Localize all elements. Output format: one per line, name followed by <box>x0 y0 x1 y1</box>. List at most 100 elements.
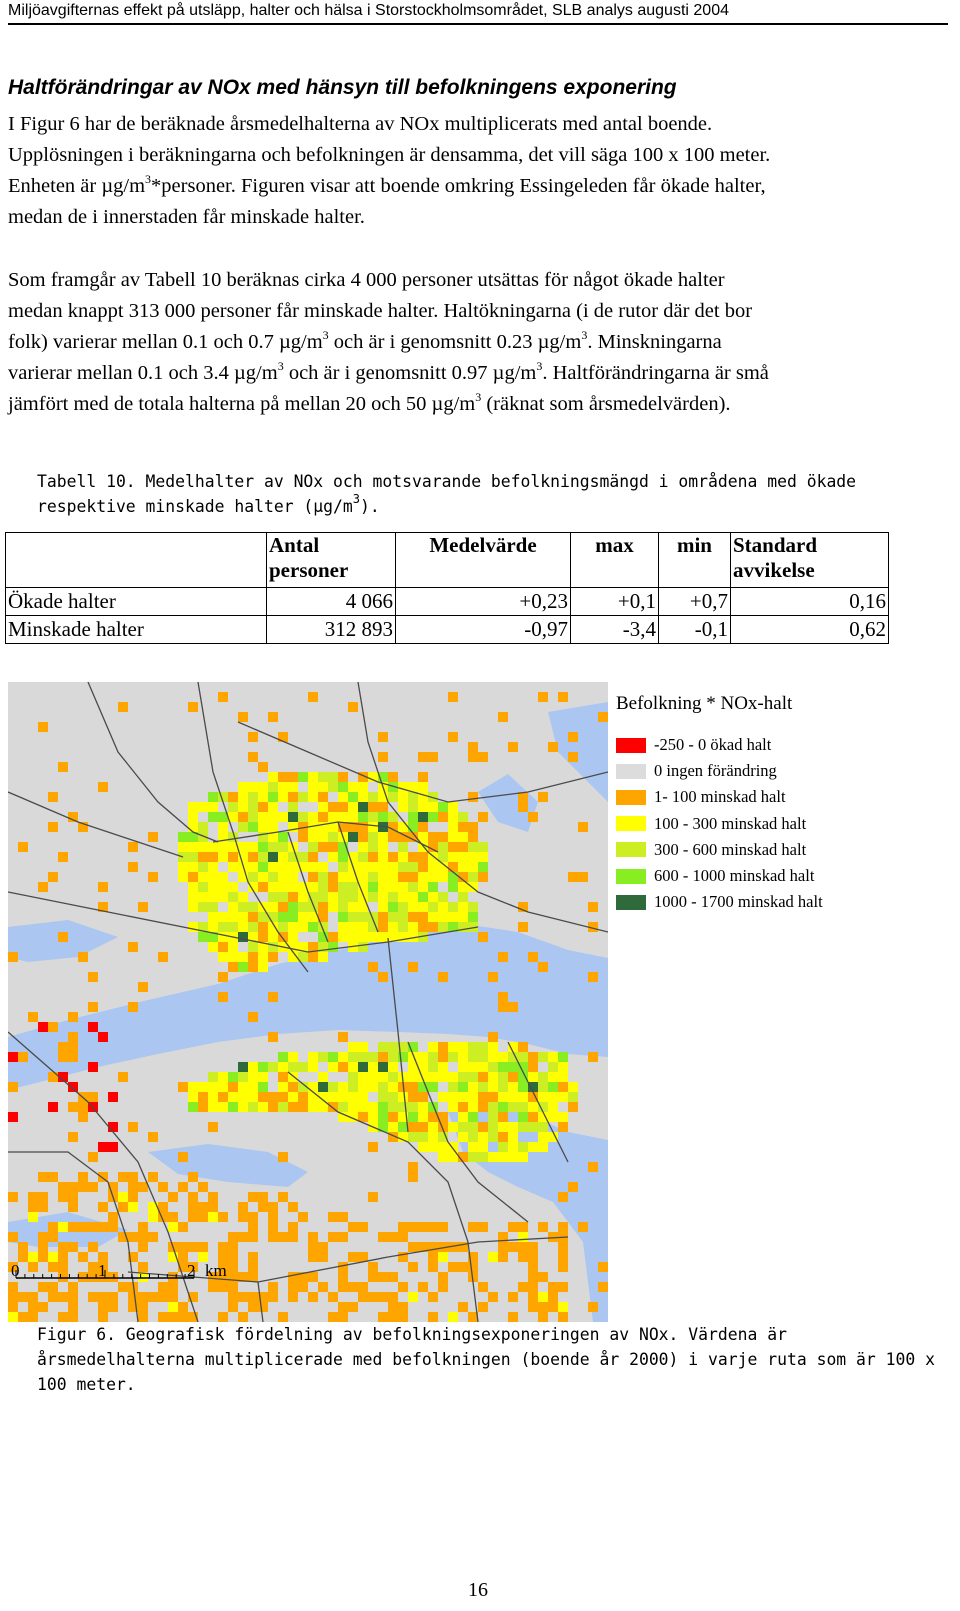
population-cell <box>308 872 318 882</box>
population-cell <box>448 852 458 862</box>
population-cell <box>238 1232 248 1242</box>
population-cell <box>528 1102 538 1112</box>
population-cell <box>448 1082 458 1092</box>
population-cell <box>318 1072 328 1082</box>
population-cell <box>278 912 288 922</box>
population-cell <box>228 1092 238 1102</box>
population-cell <box>178 1242 188 1252</box>
population-cell <box>88 1262 98 1272</box>
population-cell <box>408 852 418 862</box>
population-cell <box>388 1272 398 1282</box>
population-cell <box>278 902 288 912</box>
population-cell <box>468 852 478 862</box>
population-cell <box>278 1082 288 1092</box>
population-cell <box>468 872 478 882</box>
population-cell <box>238 1092 248 1102</box>
population-cell <box>348 852 358 862</box>
population-cell <box>48 1252 58 1262</box>
population-cell <box>458 1122 468 1132</box>
population-cell <box>198 1092 208 1102</box>
population-cell <box>278 922 288 932</box>
population-cell <box>398 1132 408 1142</box>
population-cell <box>438 1142 448 1152</box>
population-cell <box>308 1252 318 1262</box>
population-cell <box>318 932 328 942</box>
population-cell <box>58 1312 68 1322</box>
population-cell <box>68 1102 78 1112</box>
population-cell <box>48 1102 58 1112</box>
population-cell <box>218 972 228 982</box>
population-cell <box>18 1312 28 1322</box>
para1-line2: Upplösningen i beräkningarna och befolkn… <box>8 144 771 166</box>
population-cell <box>308 1102 318 1112</box>
population-cell <box>518 1142 528 1152</box>
population-cell <box>338 912 348 922</box>
population-cell <box>228 942 238 952</box>
population-cell <box>108 1142 118 1152</box>
table-cell: -3,4 <box>570 615 659 644</box>
population-cell <box>58 1252 68 1262</box>
population-cell <box>188 812 198 822</box>
population-cell <box>28 1192 38 1202</box>
para1-line3: Enheten är µg/m3*personer. Figuren visar… <box>8 172 766 197</box>
population-cell <box>388 1232 398 1242</box>
population-cell <box>418 1132 428 1142</box>
population-cell <box>418 922 428 932</box>
population-cell <box>308 822 318 832</box>
population-cell <box>438 1122 448 1132</box>
population-cell <box>328 1312 338 1322</box>
population-cell <box>348 832 358 842</box>
road <box>507 1041 569 1163</box>
population-cell <box>208 1272 218 1282</box>
population-cell <box>318 872 328 882</box>
population-cell <box>538 1222 548 1232</box>
population-cell <box>408 782 418 792</box>
population-cell <box>448 902 458 912</box>
section-heading: Haltförändringar av NOx med hänsyn till … <box>8 76 677 99</box>
population-cell <box>188 1102 198 1112</box>
population-cell <box>168 1282 178 1292</box>
population-cell <box>338 792 348 802</box>
population-cell <box>238 812 248 822</box>
population-cell <box>308 942 318 952</box>
population-cell <box>218 1272 228 1282</box>
population-cell <box>518 1232 528 1242</box>
population-cell <box>298 1092 308 1102</box>
population-cell <box>208 1102 218 1112</box>
population-cell <box>418 1092 428 1102</box>
population-cell <box>538 1142 548 1152</box>
population-cell <box>218 1212 228 1222</box>
population-cell <box>338 1312 348 1322</box>
population-cell <box>388 812 398 822</box>
scale-label-2: 2 <box>187 1261 196 1280</box>
population-cell <box>318 942 328 952</box>
population-cell <box>378 892 388 902</box>
population-cell <box>338 1062 348 1072</box>
population-cell <box>528 1142 538 1152</box>
population-cell <box>218 692 228 702</box>
population-cell <box>418 822 428 832</box>
population-cell <box>538 1072 548 1082</box>
population-cell <box>438 1282 448 1292</box>
population-cell <box>248 1222 258 1232</box>
population-cell <box>328 852 338 862</box>
population-cell <box>408 1122 418 1132</box>
population-cell <box>448 732 458 742</box>
population-cell <box>358 922 368 932</box>
population-cell <box>308 902 318 912</box>
population-cell <box>498 1132 508 1142</box>
population-cell <box>338 872 348 882</box>
legend-swatch <box>616 894 646 910</box>
population-cell <box>408 902 418 912</box>
population-cell <box>398 1122 408 1132</box>
population-cell <box>378 972 388 982</box>
population-cell <box>518 1042 528 1052</box>
population-cell <box>458 872 468 882</box>
population-cell <box>368 802 378 812</box>
population-cell <box>408 1082 418 1092</box>
population-cell <box>308 1082 318 1092</box>
population-cell <box>368 1052 378 1062</box>
population-cell <box>118 1282 128 1292</box>
population-cell <box>488 1132 498 1142</box>
population-cell <box>558 1112 568 1122</box>
